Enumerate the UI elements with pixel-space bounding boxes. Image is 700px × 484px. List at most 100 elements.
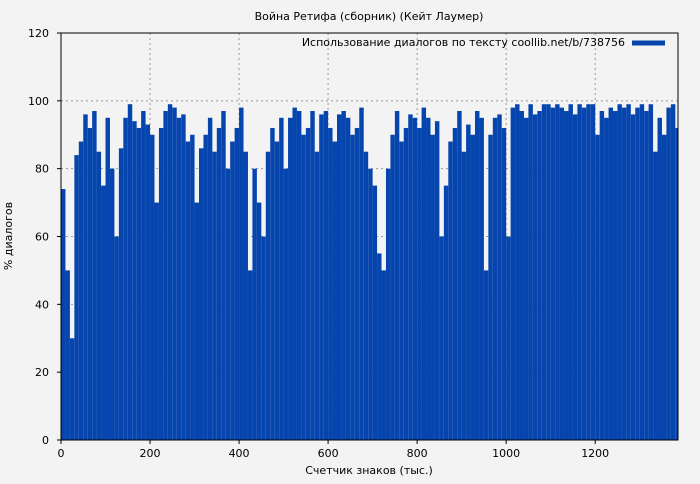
bar	[216, 127, 222, 440]
bar	[586, 104, 591, 440]
bar	[172, 107, 177, 440]
bar	[368, 168, 373, 440]
bar	[515, 104, 520, 440]
bar	[568, 104, 573, 440]
bar	[150, 134, 155, 440]
bar	[234, 127, 240, 440]
bar	[621, 107, 627, 440]
bar	[577, 104, 582, 440]
x-axis: 0 200 400 600 800 1000 1200	[58, 440, 609, 460]
bar	[653, 151, 658, 441]
bar	[613, 111, 618, 440]
x-tick-label: 400	[229, 447, 250, 460]
y-tick-label: 60	[35, 231, 49, 244]
bar	[87, 127, 93, 440]
bar	[670, 104, 676, 440]
bar	[239, 107, 244, 440]
bar	[390, 134, 395, 440]
bar	[96, 151, 102, 441]
bar	[461, 151, 467, 441]
bar	[537, 111, 542, 440]
bar	[470, 134, 476, 440]
y-tick-label: 20	[35, 366, 49, 379]
bar	[65, 270, 70, 440]
bar	[572, 114, 578, 441]
bar	[550, 107, 556, 440]
y-tick-label: 120	[28, 27, 49, 40]
x-tick-label: 200	[140, 447, 161, 460]
bar	[283, 168, 289, 440]
bar	[421, 107, 427, 440]
bar	[296, 111, 302, 440]
bar	[466, 124, 471, 440]
bar	[657, 117, 662, 441]
bar	[661, 134, 667, 440]
legend: Использование диалогов по тексту coollib…	[302, 36, 665, 49]
bar	[559, 107, 565, 440]
bar	[207, 117, 213, 441]
bar	[648, 104, 654, 440]
bar	[132, 121, 137, 440]
bar	[261, 236, 266, 440]
bar	[167, 104, 173, 440]
bar	[199, 148, 204, 441]
x-tick-label: 0	[58, 447, 65, 460]
bar	[501, 127, 507, 440]
bar	[475, 111, 480, 440]
bar	[109, 168, 115, 440]
bar	[190, 134, 195, 440]
y-tick-label: 80	[35, 163, 49, 176]
bar	[564, 111, 569, 440]
bar	[163, 111, 168, 440]
bar	[555, 104, 560, 440]
bar	[439, 236, 444, 440]
bar	[675, 127, 678, 440]
bar	[457, 111, 462, 440]
bar	[528, 104, 533, 440]
bar	[225, 168, 231, 440]
bar	[256, 202, 262, 440]
bar	[452, 127, 458, 440]
bar	[492, 117, 498, 441]
bar	[363, 151, 369, 441]
bar	[252, 168, 257, 440]
bar	[136, 127, 142, 440]
bar	[158, 127, 164, 440]
bar	[185, 141, 191, 441]
bar	[497, 114, 502, 441]
bars	[61, 104, 678, 441]
bar	[430, 134, 435, 440]
bar	[341, 111, 346, 440]
y-axis: 0 20 40 60 80 100 120	[28, 27, 61, 447]
bar	[377, 253, 382, 440]
bar	[381, 270, 386, 440]
y-tick-label: 0	[42, 434, 49, 447]
bar	[506, 236, 511, 440]
bar	[604, 117, 609, 441]
bar	[212, 151, 217, 441]
bar	[247, 270, 253, 440]
bar	[434, 121, 440, 440]
bar	[243, 151, 248, 441]
bar	[181, 114, 186, 441]
bar	[488, 134, 493, 440]
bar	[118, 148, 124, 441]
bar	[630, 114, 636, 441]
bar	[639, 104, 645, 440]
bar	[301, 134, 306, 440]
bar	[279, 117, 284, 441]
bar	[403, 127, 409, 440]
bar	[265, 151, 271, 441]
x-tick-label: 1000	[492, 447, 520, 460]
bar	[305, 127, 311, 440]
bar	[176, 117, 182, 441]
x-tick-label: 800	[407, 447, 428, 460]
bar	[608, 107, 614, 440]
bar	[426, 117, 431, 441]
bar	[666, 107, 671, 440]
bar	[310, 111, 315, 440]
bar	[443, 185, 449, 440]
bar	[372, 185, 378, 440]
y-tick-label: 100	[28, 95, 49, 108]
